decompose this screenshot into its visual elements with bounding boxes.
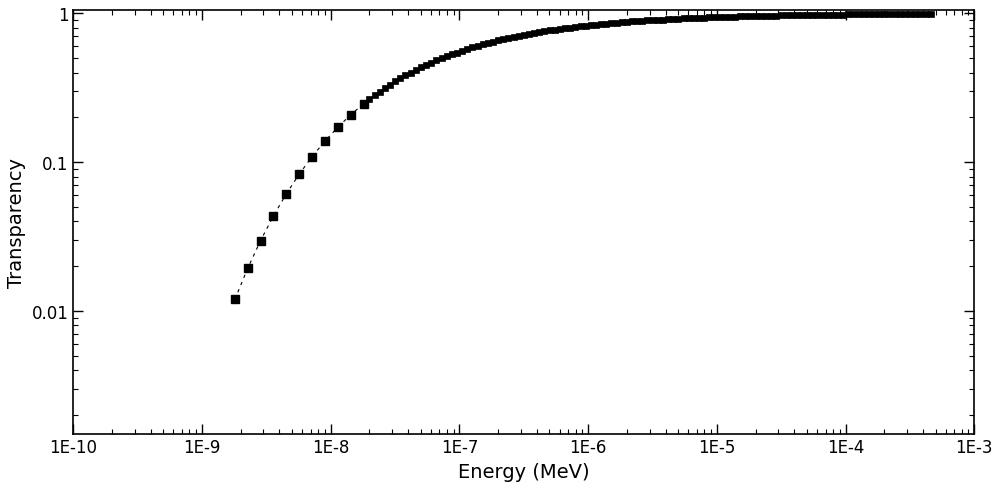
X-axis label: Energy (MeV): Energy (MeV) bbox=[458, 462, 590, 481]
Y-axis label: Transparency: Transparency bbox=[7, 158, 26, 287]
